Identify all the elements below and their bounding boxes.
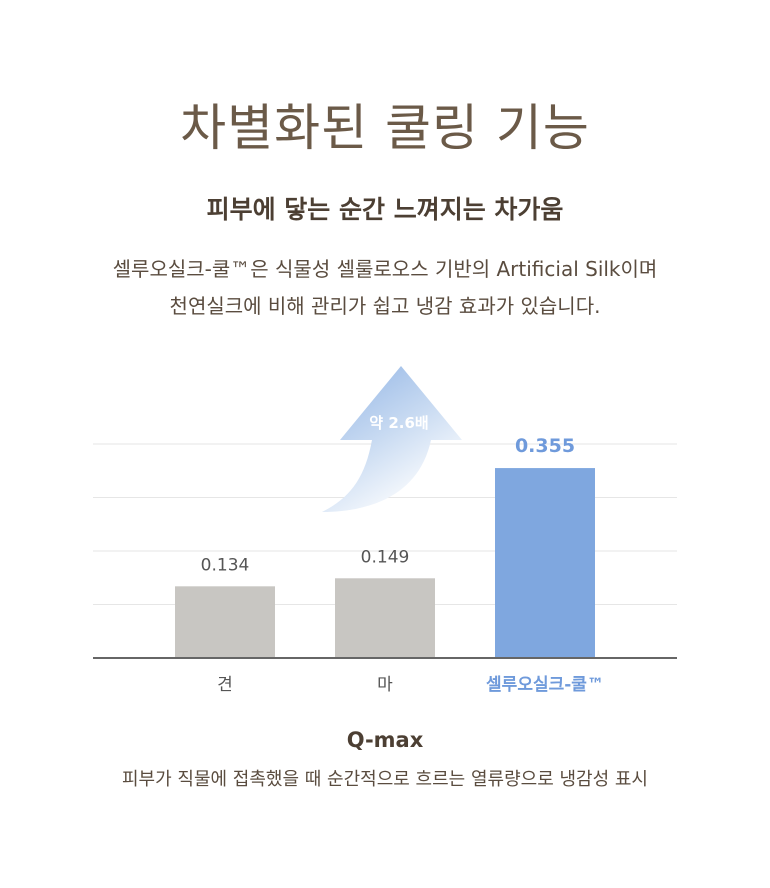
chart-caption: 피부가 직물에 접촉했을 때 순간적으로 흐르는 열류량으로 냉감성 표시 (121, 769, 648, 790)
data-label: 0.355 (515, 435, 575, 457)
bar (495, 468, 595, 658)
category-label: 견 (217, 675, 233, 695)
data-label: 0.134 (201, 555, 250, 575)
bar (335, 578, 435, 658)
chart-xlabel: Q-max (346, 728, 424, 752)
bar (175, 586, 275, 658)
page-title: 차별화된 쿨링 기능 (180, 99, 590, 157)
category-label: 마 (377, 675, 393, 695)
description-line-2: 천연실크에 비해 관리가 쉽고 냉감 효과가 있습니다. (169, 294, 601, 318)
category-label: 셀루오실크-쿨™ (486, 675, 604, 695)
chart-bars (175, 468, 595, 658)
chart-labels: 0.134 견 0.149 마 0.355 셀루오실크-쿨™ (201, 435, 604, 695)
description-line-1: 셀루오실크-쿨™은 식물성 셀룰로오스 기반의 Artificial Silk이… (112, 257, 658, 281)
increase-arrow-icon: 약 2.6배 (322, 366, 462, 512)
data-label: 0.149 (361, 547, 410, 567)
page-subtitle: 피부에 닿는 순간 느껴지는 차가움 (206, 195, 564, 224)
annotation-label: 약 2.6배 (369, 414, 428, 432)
